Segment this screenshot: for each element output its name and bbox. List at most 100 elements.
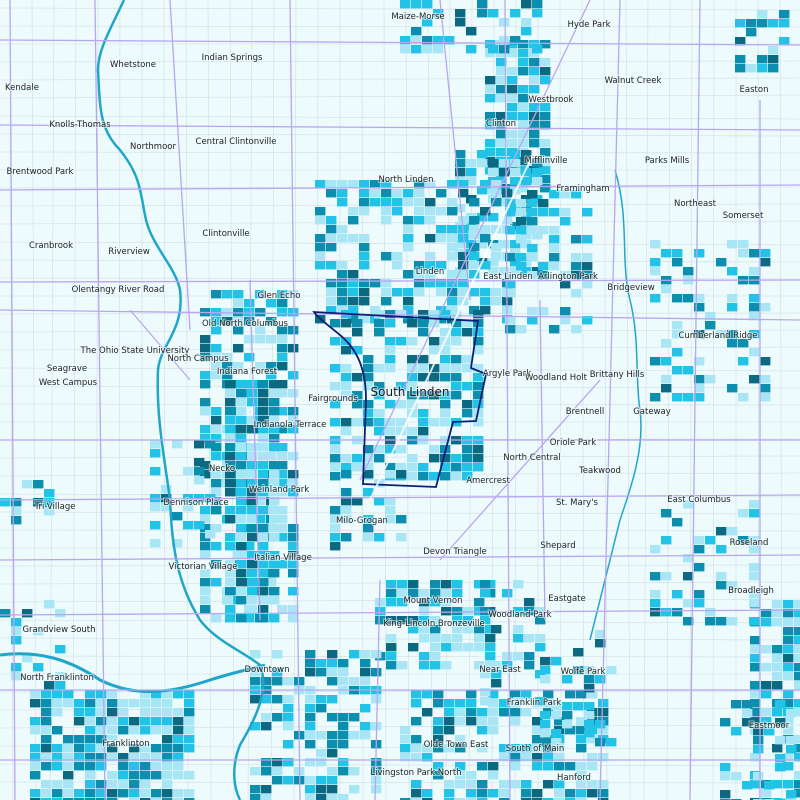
neighborhood-label[interactable]: Milo-Grogan bbox=[335, 515, 389, 527]
neighborhood-label[interactable]: Roseland bbox=[729, 537, 770, 549]
neighborhood-label[interactable]: Olentangy River Road bbox=[71, 284, 166, 296]
density-block bbox=[85, 771, 96, 780]
neighborhood-label[interactable]: Bridgeview bbox=[606, 282, 655, 294]
density-block bbox=[505, 325, 516, 334]
density-block bbox=[288, 326, 299, 335]
density-block bbox=[348, 288, 359, 297]
neighborhood-label[interactable]: North Linden bbox=[378, 174, 435, 186]
neighborhood-label[interactable]: Argyle Park bbox=[482, 368, 532, 380]
density-block bbox=[477, 240, 488, 249]
neighborhood-label[interactable]: Franklin Park bbox=[506, 697, 563, 709]
neighborhood-label[interactable]: Brentwood Park bbox=[6, 166, 75, 178]
neighborhood-label[interactable]: Wolfe Park bbox=[560, 666, 607, 678]
density-block bbox=[513, 652, 524, 661]
neighborhood-label[interactable]: Walnut Creek bbox=[604, 75, 663, 87]
neighborhood-label[interactable]: Franklinton bbox=[101, 738, 150, 750]
neighborhood-label[interactable]: Indian Springs bbox=[201, 52, 264, 64]
density-block bbox=[768, 64, 779, 73]
neighborhood-label[interactable]: Fairgrounds bbox=[307, 393, 359, 405]
neighborhood-label[interactable]: Northmoor bbox=[129, 141, 177, 153]
neighborhood-label[interactable]: Linden bbox=[415, 266, 446, 278]
neighborhood-label[interactable]: Mount Vernon bbox=[402, 595, 463, 607]
neighborhood-label[interactable]: Gateway bbox=[632, 406, 672, 418]
density-block bbox=[422, 690, 433, 699]
neighborhood-label[interactable]: Mifflinville bbox=[523, 155, 568, 167]
neighborhood-label[interactable]: Northeast bbox=[673, 198, 718, 210]
neighborhood-label[interactable]: Knolls-Thomas bbox=[48, 119, 112, 131]
density-block bbox=[510, 258, 521, 267]
neighborhood-label[interactable]: Riverview bbox=[107, 246, 151, 258]
neighborhood-label[interactable]: Glen Echo bbox=[257, 290, 302, 302]
neighborhood-label[interactable]: Parks Mills bbox=[644, 155, 691, 167]
neighborhood-label[interactable]: Cranbrook bbox=[28, 240, 74, 252]
neighborhood-label[interactable]: Italian Village bbox=[253, 552, 313, 564]
neighborhood-label[interactable]: Central Clintonville bbox=[195, 136, 278, 148]
neighborhood-label[interactable]: Old North Columbus bbox=[201, 318, 290, 330]
density-block bbox=[247, 452, 258, 461]
neighborhood-label[interactable]: The Ohio State University bbox=[79, 345, 191, 357]
neighborhood-label[interactable]: Framingham bbox=[555, 183, 610, 195]
neighborhood-label[interactable]: Hyde Park bbox=[566, 19, 611, 31]
highlighted-neighborhood-label[interactable]: South Linden bbox=[369, 384, 450, 401]
neighborhood-label[interactable]: West Campus bbox=[38, 377, 99, 389]
neighborhood-label[interactable]: North Central bbox=[502, 452, 561, 464]
neighborhood-label[interactable]: Brentnell bbox=[565, 406, 605, 418]
street bbox=[0, 220, 800, 225]
neighborhood-label[interactable]: Whetstone bbox=[109, 59, 157, 71]
neighborhood-label[interactable]: Grandview South bbox=[21, 624, 96, 636]
density-block bbox=[750, 717, 761, 726]
neighborhood-label[interactable]: Near East bbox=[478, 664, 522, 676]
neighborhood-label[interactable]: Olde Town East bbox=[423, 739, 490, 751]
neighborhood-label[interactable]: East Columbus bbox=[666, 494, 732, 506]
neighborhood-label[interactable]: East Linden bbox=[482, 271, 534, 283]
neighborhood-label[interactable]: Tri-Village bbox=[33, 501, 77, 513]
density-block bbox=[794, 681, 800, 690]
neighborhood-label[interactable]: Brittany Hills bbox=[589, 369, 646, 381]
neighborhood-label[interactable]: Kendale bbox=[4, 82, 40, 94]
neighborhood-label[interactable]: Indiana Forest bbox=[216, 366, 279, 378]
neighborhood-label[interactable]: King-Lincoln Bronzeville bbox=[382, 618, 485, 630]
neighborhood-label[interactable]: Indianola Terrace bbox=[253, 419, 328, 431]
neighborhood-label[interactable]: Clintonville bbox=[201, 228, 250, 240]
neighborhood-label[interactable]: St. Mary's bbox=[555, 497, 600, 509]
neighborhood-label[interactable]: Maize-Morse bbox=[390, 11, 445, 23]
density-block bbox=[258, 569, 269, 578]
density-block bbox=[540, 139, 551, 148]
neighborhood-label[interactable]: Easton bbox=[739, 84, 770, 96]
density-block bbox=[529, 76, 540, 85]
density-block bbox=[211, 443, 222, 452]
density-block bbox=[386, 589, 397, 598]
density-block bbox=[451, 382, 462, 391]
neighborhood-label[interactable]: Hanford bbox=[556, 772, 592, 784]
neighborhood-label[interactable]: Teakwood bbox=[577, 465, 622, 477]
neighborhood-label[interactable]: North Campus bbox=[166, 353, 230, 365]
density-block bbox=[757, 19, 768, 28]
neighborhood-label[interactable]: Cumberland Ridge bbox=[677, 330, 758, 342]
neighborhood-label[interactable]: Clinton bbox=[485, 118, 517, 130]
neighborhood-label[interactable]: Victorian Village bbox=[168, 561, 239, 573]
neighborhood-label[interactable]: Livingston Park North bbox=[369, 767, 462, 779]
neighborhood-label[interactable]: Woodland Holt bbox=[524, 372, 589, 384]
neighborhood-label[interactable]: Woodland Park bbox=[487, 609, 552, 621]
neighborhood-label[interactable]: Dennison Place bbox=[162, 497, 229, 509]
south-linden-outline[interactable] bbox=[312, 311, 488, 488]
neighborhood-label[interactable]: Necko bbox=[208, 463, 236, 475]
neighborhood-label[interactable]: Devon Triangle bbox=[422, 546, 487, 558]
density-block bbox=[727, 384, 738, 393]
neighborhood-label[interactable]: Eastmoor bbox=[748, 720, 791, 732]
neighborhood-label[interactable]: Somerset bbox=[722, 210, 765, 222]
density-block bbox=[269, 380, 280, 389]
neighborhood-label[interactable]: Oriole Park bbox=[549, 437, 597, 449]
neighborhood-label[interactable]: Arlington Park bbox=[537, 271, 599, 283]
neighborhood-label[interactable]: Seagrave bbox=[46, 363, 88, 375]
neighborhood-label[interactable]: Eastgate bbox=[547, 593, 587, 605]
neighborhood-label[interactable]: North Franklinton bbox=[19, 672, 95, 684]
neighborhood-label[interactable]: Amercrest bbox=[465, 475, 511, 487]
neighborhood-label[interactable]: Westbrook bbox=[528, 94, 575, 106]
neighborhood-label[interactable]: Weinland Park bbox=[248, 484, 310, 496]
neighborhood-label[interactable]: Broadleigh bbox=[727, 585, 775, 597]
neighborhood-label[interactable]: Downtown bbox=[244, 664, 291, 676]
neighborhood-label[interactable]: Shepard bbox=[539, 540, 576, 552]
neighborhood-label[interactable]: South of Main bbox=[505, 743, 566, 755]
